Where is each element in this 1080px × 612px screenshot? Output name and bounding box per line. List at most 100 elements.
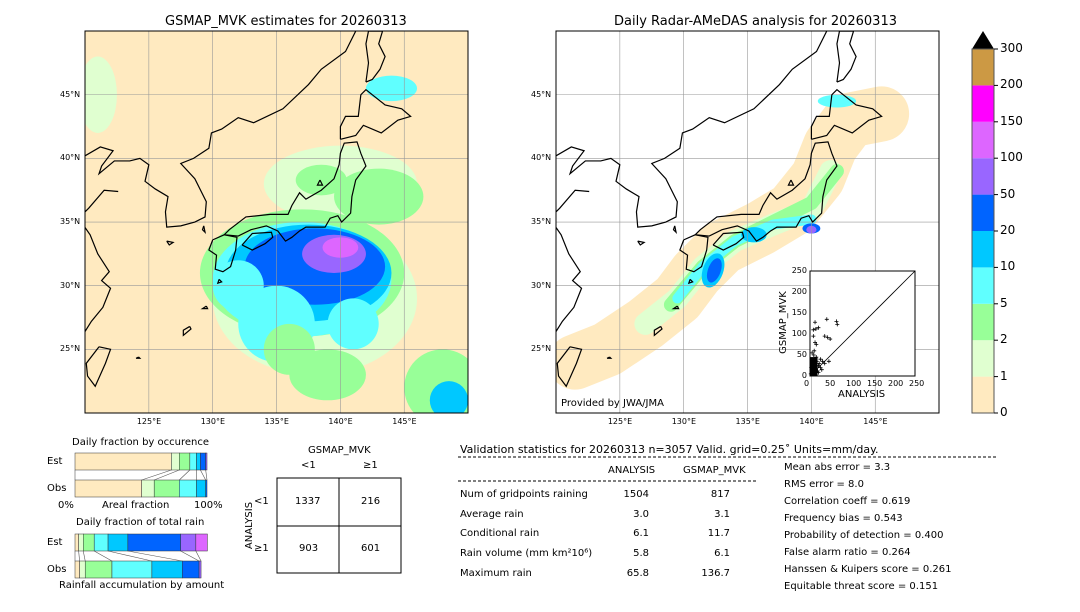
occurrence-title: Daily fraction by occurence	[72, 437, 210, 448]
coastline	[694, 141, 838, 242]
lon-tick: 125°E	[607, 417, 633, 426]
colorbar-tick: 300	[1000, 41, 1023, 55]
connector-line	[82, 550, 86, 562]
bar-segment	[127, 533, 181, 552]
bar-segment	[151, 560, 183, 579]
colorbar-segment	[972, 194, 994, 231]
lon-tick: 125°E	[136, 417, 162, 426]
lat-tick: 35°N	[531, 217, 552, 227]
colorbar-extend-arrow	[972, 31, 994, 49]
scatter-y-tick: 50	[796, 350, 807, 359]
stats-row-analysis: 3.0	[633, 508, 649, 520]
connector-line	[107, 550, 152, 562]
tr-est-label: Est	[47, 537, 63, 548]
colorbar-tick: 100	[1000, 150, 1023, 165]
score-line: RMS error = 8.0	[784, 479, 864, 490]
stats-row-gsmap: 817	[710, 489, 730, 500]
occ-x-mid: Areal fraction	[102, 500, 170, 511]
stats-header: Validation statistics for 20260313 n=305…	[460, 443, 879, 456]
coastline	[637, 240, 646, 246]
stats-row-label: Num of gridpoints raining	[460, 489, 588, 500]
scatter-point	[810, 350, 815, 355]
stats-row-analysis: 65.8	[626, 567, 649, 579]
stats-row-gsmap: 11.7	[707, 528, 730, 540]
rain-band	[672, 214, 817, 304]
colorbar-tick: 200	[1000, 77, 1023, 92]
scatter-point	[822, 334, 827, 339]
lon-tick: 145°E	[392, 417, 417, 426]
scatter-point	[814, 342, 819, 347]
score-line: Frequency bias = 0.543	[784, 513, 903, 524]
ct-col-lt1: <1	[301, 460, 316, 471]
connector-line	[179, 469, 191, 481]
scatter-point	[818, 357, 823, 362]
colorbar-tick: 150	[1000, 113, 1023, 128]
coastline	[135, 356, 142, 359]
bar-segment	[74, 479, 142, 498]
ct-cell: 1337	[295, 496, 321, 507]
scatter-point	[811, 353, 816, 357]
score-line: Probability of detection = 0.400	[784, 530, 944, 541]
coastline	[241, 231, 274, 251]
colorbar-segment	[972, 303, 994, 341]
connector-line	[200, 469, 206, 481]
coastline	[166, 240, 175, 246]
ct-cell: 216	[361, 496, 381, 507]
stats-row-label: Conditional rain	[460, 528, 540, 540]
rain-area	[295, 164, 347, 196]
stats-row-analysis: 5.8	[633, 548, 649, 560]
bar-segment	[171, 452, 180, 471]
ct-col-title: GSMAP_MVK	[308, 445, 371, 456]
coastline	[679, 234, 709, 273]
stats-row-gsmap: 136.7	[701, 567, 730, 579]
ct-row-lt1: <1	[254, 496, 269, 507]
bar-segment	[196, 452, 201, 471]
scatter-point	[819, 367, 824, 372]
tr-obs-label: Obs	[47, 564, 67, 575]
coastline	[216, 278, 223, 285]
rain-area	[289, 349, 366, 401]
bar-segment	[205, 479, 208, 498]
scatter-point	[825, 335, 830, 340]
colorbar-tick: 1	[1000, 368, 1008, 383]
scatter-y-tick: 250	[791, 266, 807, 275]
coastline	[223, 141, 367, 242]
right-map-title: Daily Radar-AMeDAS analysis for 20260313	[614, 14, 897, 29]
credit-text: Provided by JWA/JMA	[561, 398, 664, 409]
bar-segment	[141, 479, 155, 498]
scatter-point	[817, 361, 822, 366]
connector-line	[154, 469, 180, 481]
colorbar-segment	[972, 231, 994, 268]
ct-row-ge1: ≥1	[254, 543, 269, 554]
scatter-point	[811, 327, 816, 332]
scatter-y-tick: 0	[801, 371, 807, 380]
colorbar-tick: 20	[1000, 223, 1016, 237]
total-rain-obs-bar	[74, 560, 202, 579]
lat-tick: 25°N	[531, 344, 552, 354]
colorbar-segment	[972, 121, 994, 159]
ct-cell: 903	[299, 543, 319, 554]
rain-area	[706, 258, 722, 283]
occurrence-obs-bar	[74, 479, 208, 498]
lat-tick: 25°N	[60, 344, 81, 354]
map-frame	[84, 30, 469, 414]
connector-line	[141, 469, 172, 481]
scatter-ylabel: GSMAP_MVK	[777, 291, 789, 354]
scatter-point	[813, 340, 818, 345]
occ-obs-label: Obs	[47, 483, 67, 494]
bar-segment	[79, 560, 86, 579]
scatter-x-tick: 50	[825, 379, 836, 388]
rain-area	[429, 381, 468, 413]
coastline	[606, 356, 613, 359]
stats-row-analysis: 6.1	[633, 528, 649, 540]
colorbar-tick: 10	[1000, 259, 1016, 274]
scatter-point	[820, 359, 825, 364]
lat-tick: 40°N	[531, 153, 552, 163]
coastline	[316, 179, 324, 186]
lon-tick: 140°E	[799, 417, 824, 426]
total-rain-title: Daily fraction of total rain	[76, 517, 205, 528]
rain-area	[365, 75, 418, 102]
scatter-point	[826, 359, 831, 364]
bar-segment	[84, 560, 113, 579]
scatter-x-tick: 150	[867, 379, 883, 388]
